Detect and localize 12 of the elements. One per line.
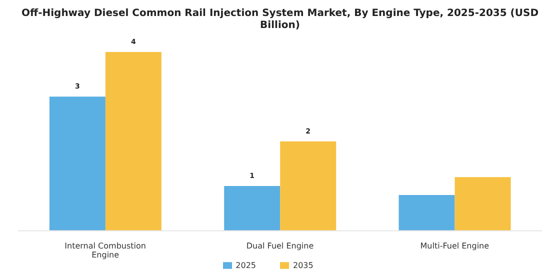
x-tick-label: Multi-Fuel Engine: [420, 242, 490, 251]
bar: [398, 194, 455, 231]
chart-title: Off-Highway Diesel Common Rail Injection System Market, By Engine Type, 2025-2035 (USD Billion): [20, 8, 540, 32]
legend-label: 2035: [293, 260, 314, 270]
bar: [454, 177, 511, 231]
bar: [49, 96, 106, 231]
x-tick-label: Dual Fuel Engine: [246, 242, 314, 251]
bar: [105, 52, 162, 231]
legend-label: 2025: [236, 260, 256, 270]
bar: [280, 141, 336, 231]
x-tick-label: Internal Combustion Engine: [64, 242, 146, 260]
bar: [224, 186, 280, 231]
